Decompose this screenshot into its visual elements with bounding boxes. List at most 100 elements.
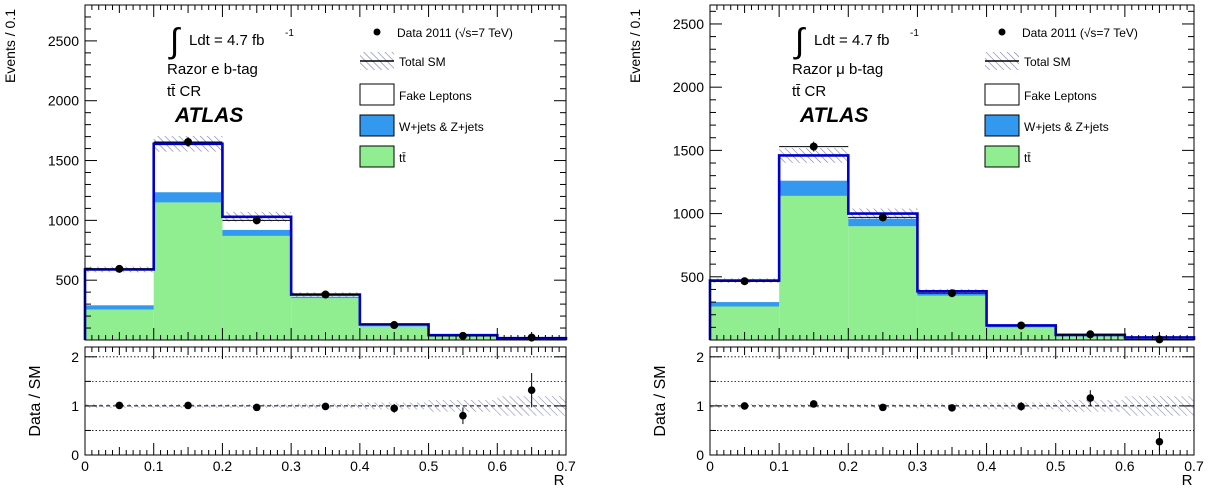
x-axis-label: R (1182, 472, 1193, 488)
lumi-exponent: -1 (910, 28, 919, 39)
y-tick-label: 1000 (673, 206, 704, 222)
stack-bar-wzjets (85, 305, 154, 310)
legend-data-label: Data 2011 (√s=7 TeV) (397, 26, 513, 40)
x-tick-label: 0.3 (908, 458, 928, 474)
legend-label: W+jets & Z+jets (1024, 120, 1109, 134)
atlas-label: ATLAS (174, 104, 243, 127)
x-tick-label: 0.6 (488, 458, 508, 474)
stack-bar-wzjets (222, 229, 292, 236)
y-axis-label: Events / 0.1 (627, 9, 643, 83)
legend-totalsm-label: Total SM (1024, 55, 1071, 69)
x-tick-label: 0.5 (1046, 458, 1066, 474)
x-tick-label: 0.7 (1184, 458, 1204, 474)
legend-swatch (984, 114, 1020, 137)
data-point (115, 264, 124, 273)
legend-data-marker (998, 28, 1006, 36)
ratio-y-tick-label: 1 (696, 398, 704, 414)
integral-symbol: ∫ (793, 22, 806, 60)
x-tick-label: 0 (81, 458, 89, 474)
y-tick-label: 500 (56, 272, 80, 288)
stack-bar-ttbar (153, 202, 223, 340)
x-tick-label: 0.6 (1115, 458, 1135, 474)
data-point (809, 142, 818, 151)
data-point (390, 321, 399, 330)
y-tick-label: 2500 (673, 16, 704, 32)
x-tick-label: 0.2 (839, 458, 859, 474)
y-tick-label: 2000 (673, 79, 704, 95)
x-tick-label: 0.2 (213, 458, 233, 474)
stack-bar-wzjets (153, 192, 223, 203)
ratio-panel: 0 1 2 0 0.1 0.2 0.3 0.4 0.5 0.6 0.7R Data / SM (27, 346, 576, 488)
legend-label: Fake Leptons (399, 89, 472, 103)
legend-swatch (359, 114, 395, 137)
legend-label: tt̄ (399, 151, 406, 165)
x-tick-label: 0.4 (350, 458, 370, 474)
legend-label: Fake Leptons (1024, 89, 1097, 103)
stack-bar-wzjets (848, 218, 918, 227)
stack-bar-ttbar (779, 195, 849, 340)
ratio-point (390, 404, 399, 413)
stack-bar-wzjets (779, 180, 849, 196)
stack-bar-ttbar (222, 235, 292, 340)
atlas-label: ATLAS (799, 104, 868, 127)
legend-swatch (984, 83, 1020, 106)
lumi-label: Ldt = 4.7 fb (814, 32, 889, 49)
ratio-point (879, 403, 887, 412)
y-tick-label: 1500 (48, 153, 79, 169)
x-tick-label: 0.7 (556, 458, 576, 474)
ratio-syst-band (428, 400, 498, 412)
region-label: tt̄ CR (792, 83, 826, 100)
data-point (321, 290, 330, 299)
data-point (252, 216, 261, 225)
data-point (184, 137, 193, 146)
ratio-point (252, 403, 261, 412)
chart-panel-2: 500 1000 1500 2000 2500 Events / 0.1 ∫ Ldt = 4.… (627, 4, 1204, 488)
legend: Data 2011 (√s=7 TeV) Total SM Fake Leptons… (984, 26, 1138, 168)
lumi-label: Ldt = 4.7 fb (189, 32, 264, 49)
ratio-y-tick-label: 0 (696, 447, 704, 463)
y-axis-label: Events / 0.1 (2, 9, 18, 83)
x-tick-label: 0.4 (977, 458, 997, 474)
ratio-y-tick-label: 0 (71, 447, 79, 463)
stack-bar-ttbar (848, 226, 918, 340)
y-tick-label: 500 (681, 269, 705, 285)
legend-totalsm-label: Total SM (399, 55, 446, 69)
y-tick-label: 1500 (673, 142, 704, 158)
y-tick-label: 2000 (48, 93, 79, 109)
ratio-point (459, 411, 467, 420)
y-tick-label: 2500 (48, 33, 79, 49)
x-tick-label: 0.1 (144, 458, 164, 474)
legend-data-label: Data 2011 (√s=7 TeV) (1022, 26, 1138, 40)
ratio-panel: 0 1 2 0 0.1 0.2 0.3 0.4 0.5 0.6 0.7R Data / SM (652, 346, 1204, 488)
legend-label: tt̄ (1024, 151, 1031, 165)
legend-swatch (984, 145, 1020, 168)
ratio-point (1017, 402, 1025, 411)
y-tick-label: 1000 (48, 212, 79, 228)
ratio-y-tick-label: 1 (71, 398, 79, 414)
x-tick-label: 0.3 (281, 458, 301, 474)
ratio-y-axis-label: Data / SM (27, 365, 44, 436)
ratio-y-tick-label: 2 (696, 349, 704, 365)
x-tick-label: 0.1 (769, 458, 789, 474)
ratio-point (527, 386, 536, 395)
ratio-point (321, 402, 330, 411)
panel-label: Razor e b-tag (167, 61, 258, 78)
legend-label: W+jets & Z+jets (399, 120, 484, 134)
legend-swatch (359, 83, 395, 106)
info-block: ∫ Ldt = 4.7 fb -1 Razor e b-tag tt̄ CR ATLAS (167, 22, 294, 127)
integral-symbol: ∫ (168, 22, 181, 60)
x-tick-label: 0.5 (419, 458, 439, 474)
ratio-point (1086, 394, 1095, 402)
data-point (948, 289, 956, 298)
panel-label: Razor μ b-tag (792, 61, 883, 78)
ratio-y-axis-label: Data / SM (652, 365, 669, 436)
x-axis-label: R (554, 472, 565, 488)
ratio-point (740, 402, 749, 410)
stack-bar-wzjets (710, 302, 780, 307)
region-label: tt̄ CR (167, 83, 201, 100)
legend: Data 2011 (√s=7 TeV) Total SM Fake Leptons… (359, 26, 513, 168)
x-tick-label: 0 (706, 458, 714, 474)
info-block: ∫ Ldt = 4.7 fb -1 Razor μ b-tag tt̄ CR ATLAS (792, 22, 919, 127)
legend-data-marker (373, 28, 381, 36)
